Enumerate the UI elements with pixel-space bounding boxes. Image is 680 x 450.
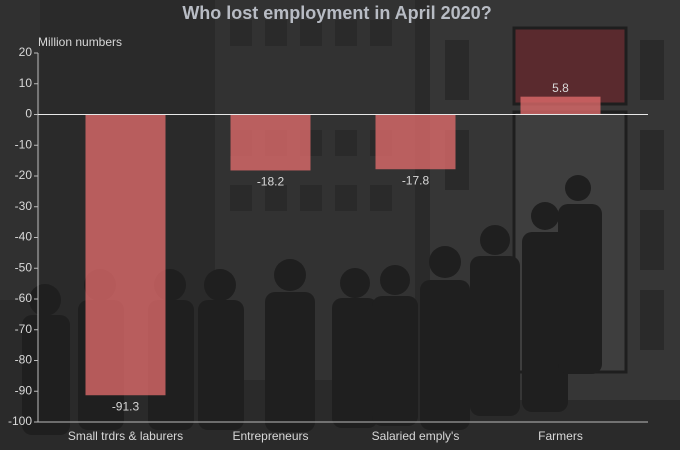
y-tick-label: -50 <box>15 260 33 274</box>
x-tick-label: Entrepreneurs <box>232 429 308 443</box>
bar <box>520 96 601 115</box>
value-label: 5.8 <box>552 81 569 95</box>
y-tick-label: 0 <box>25 107 32 121</box>
y-axis-label: Million numbers <box>38 35 122 49</box>
bar <box>230 114 311 171</box>
value-label: -18.2 <box>257 175 285 189</box>
y-tick-label: -40 <box>15 230 33 244</box>
x-tick-label: Small trdrs & laburers <box>68 429 183 443</box>
bar <box>85 114 166 396</box>
x-tick-label: Salaried emply's <box>372 429 460 443</box>
y-tick-label: -30 <box>15 199 33 213</box>
y-tick-label: -60 <box>15 291 33 305</box>
bar <box>375 114 456 170</box>
y-tick-label: -70 <box>15 322 33 336</box>
value-label: -91.3 <box>112 399 140 413</box>
y-tick-label: -20 <box>15 168 33 182</box>
y-tick-label: -90 <box>15 383 33 397</box>
y-tick-label: -80 <box>15 353 33 367</box>
chart-title: Who lost employment in April 2020? <box>182 3 491 23</box>
x-tick-label: Farmers <box>538 429 583 443</box>
y-tick-label: 20 <box>19 45 33 59</box>
y-tick-label: 10 <box>19 76 33 90</box>
y-tick-label: -10 <box>15 137 33 151</box>
value-label: -17.8 <box>402 173 430 187</box>
y-tick-label: -100 <box>8 414 32 428</box>
